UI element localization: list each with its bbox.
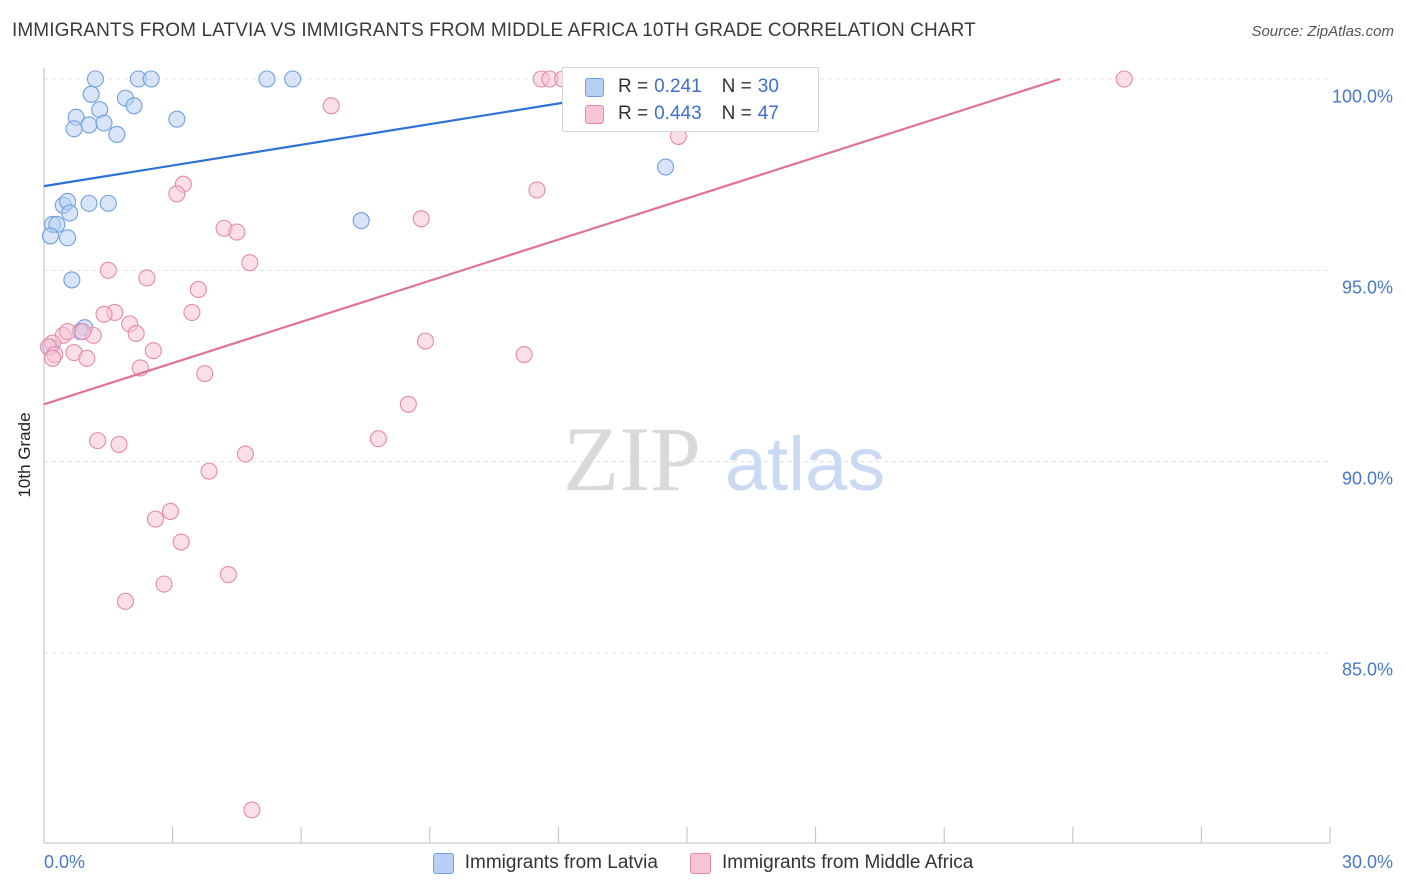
x-tick-label: 0.0%	[44, 852, 86, 872]
latvia-point	[108, 125, 126, 144]
middle-africa-point	[241, 254, 259, 272]
legend-swatch-blue	[432, 852, 454, 874]
latvia-point	[82, 85, 100, 103]
x-tick-label: 30.0%	[1341, 852, 1393, 872]
middle-africa-point	[172, 533, 190, 551]
legend-item-middle-africa: Immigrants from Middle Africa	[689, 852, 974, 874]
middle-africa-point	[219, 566, 237, 584]
y-axis-label: 10th Grade	[15, 412, 34, 498]
middle-africa-point	[236, 445, 255, 463]
y-tick-label: 85.0%	[1341, 659, 1393, 680]
latvia-point	[80, 194, 98, 212]
middle-africa-point	[168, 185, 186, 203]
middle-africa-point	[412, 210, 430, 228]
latvia-point	[80, 116, 98, 134]
axes	[43, 68, 1331, 844]
legend-n-value: 30	[757, 76, 779, 97]
legend-swatch-pink	[689, 852, 711, 874]
middle-africa-point	[138, 269, 156, 287]
y-tick-label: 90.0%	[1341, 468, 1393, 489]
legend-row-middle-africa: R = 0.443 N = 47	[585, 101, 779, 127]
latvia-point	[63, 271, 81, 289]
y-tick-label: 95.0%	[1341, 277, 1393, 298]
latvia-point	[284, 70, 302, 88]
middle-africa-point	[369, 430, 387, 448]
latvia-point	[258, 70, 276, 88]
latvia-point	[95, 114, 113, 132]
legend-item-latvia: Immigrants from Latvia	[432, 852, 658, 874]
latvia-point	[86, 70, 104, 88]
latvia-point	[352, 212, 370, 230]
middle-africa-point	[99, 261, 117, 279]
legend-r-label: R =	[618, 103, 649, 124]
middle-africa-point	[59, 323, 77, 341]
legend-n-label: N =	[721, 103, 752, 124]
watermark: ZIP atlas	[563, 408, 885, 510]
middle-africa-point	[155, 575, 173, 593]
legend-r-label: R =	[618, 76, 649, 97]
middle-africa-point	[196, 365, 214, 383]
middle-africa-point	[243, 801, 261, 819]
latvia-point	[61, 204, 79, 222]
middle-africa-point	[200, 462, 218, 480]
middle-africa-point	[528, 181, 546, 199]
legend-label-middle-africa: Immigrants from Middle Africa	[721, 852, 974, 873]
middle-africa-point	[399, 395, 417, 413]
watermark-atlas: atlas	[725, 422, 886, 507]
legend-n-value: 47	[757, 103, 779, 124]
gridlines	[44, 78, 1330, 654]
chart-title: IMMIGRANTS FROM LATVIA VS IMMIGRANTS FRO…	[12, 20, 976, 41]
middle-africa-point	[127, 324, 145, 343]
latvia-point	[168, 110, 186, 128]
data-points	[39, 70, 1133, 819]
legend-row-latvia: R = 0.241 N = 30	[585, 74, 779, 100]
latvia-point	[125, 97, 143, 115]
stats-legend: R = 0.241 N = 30 R = 0.443 N = 47	[562, 67, 819, 132]
legend-r-value: 0.443	[654, 103, 702, 124]
middle-africa-point	[515, 345, 533, 364]
legend-n-label: N =	[721, 76, 752, 97]
latvia-point	[65, 120, 83, 138]
legend-swatch-blue	[585, 77, 604, 97]
middle-africa-point	[95, 305, 113, 323]
middle-africa-point	[144, 342, 162, 360]
middle-africa-trend-line	[43, 77, 1061, 406]
latvia-point	[99, 194, 117, 212]
trend-lines	[43, 77, 1061, 406]
legend-r-value: 0.241	[654, 76, 702, 97]
middle-africa-point	[116, 592, 134, 610]
latvia-point	[41, 227, 59, 245]
middle-africa-point	[78, 349, 96, 367]
middle-africa-point	[110, 435, 128, 453]
middle-africa-point	[416, 332, 435, 350]
middle-africa-point	[322, 97, 340, 115]
watermark-zip: ZIP	[563, 408, 701, 510]
middle-africa-point	[183, 303, 201, 321]
middle-africa-point	[228, 223, 246, 241]
latvia-point	[657, 158, 675, 176]
middle-africa-point	[74, 323, 92, 341]
legend-swatch-pink	[585, 104, 604, 124]
middle-africa-point	[161, 502, 180, 520]
middle-africa-point	[1115, 70, 1133, 88]
middle-africa-point	[189, 280, 207, 299]
source-label: Source: ZipAtlas.com	[1251, 23, 1394, 40]
latvia-point	[142, 70, 160, 88]
middle-africa-point	[146, 510, 165, 528]
latvia-point	[59, 229, 77, 247]
y-tick-label: 100.0%	[1331, 86, 1393, 107]
series-legend: Immigrants from Latvia Immigrants from M…	[0, 852, 1406, 874]
middle-africa-point	[89, 432, 107, 450]
legend-label-latvia: Immigrants from Latvia	[464, 852, 658, 873]
middle-africa-point	[44, 349, 62, 367]
